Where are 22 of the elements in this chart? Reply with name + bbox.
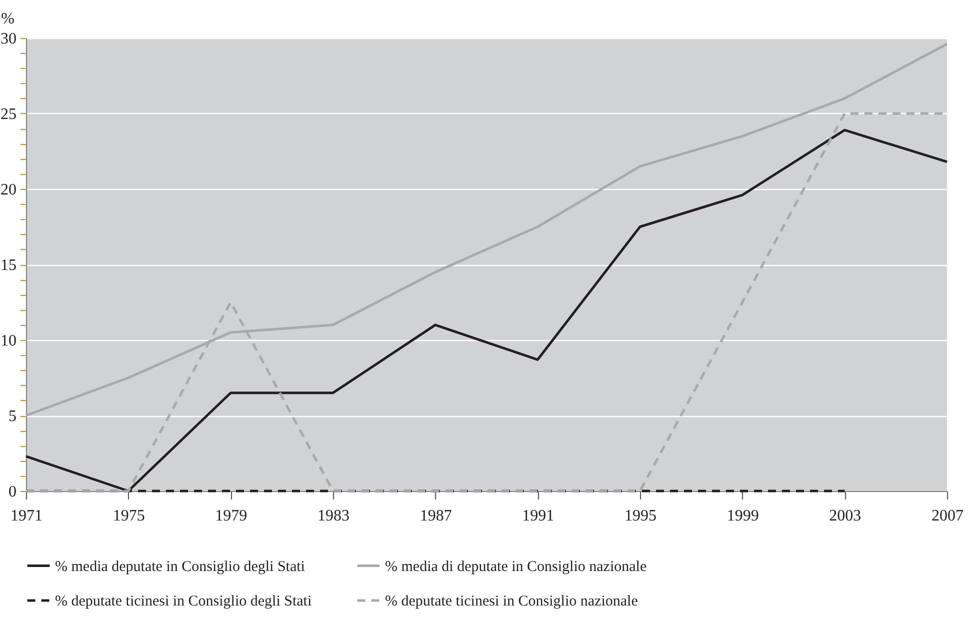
y-tick-label: 20 — [0, 182, 16, 198]
y-tick-label: 25 — [0, 106, 16, 123]
x-tick-label: 1975 — [112, 508, 145, 524]
legend-label: % deputate ticinesi in Consiglio nazionale — [385, 594, 638, 610]
x-tick-label: 1971 — [10, 508, 42, 524]
y-tick-label: 5 — [8, 408, 16, 425]
legend-label: % media deputate in Consiglio degli Stati — [55, 558, 305, 575]
x-tick-label: 2003 — [829, 508, 862, 524]
x-tick-label: 1983 — [318, 508, 350, 524]
legend-label: % deputate ticinesi in Consiglio degli Stati — [55, 594, 312, 610]
x-tick-label: 1987 — [420, 508, 452, 524]
x-tick-label: 1999 — [726, 508, 759, 524]
y-tick-label: 15 — [0, 257, 16, 274]
legend-label: % media di deputate in Consiglio nazionale — [385, 558, 647, 575]
x-tick-label: 1991 — [522, 508, 554, 524]
y-axis-title: % — [1, 10, 14, 28]
y-tick-label: 30 — [0, 30, 16, 48]
x-tick-label: 1995 — [624, 508, 656, 524]
x-tick-label: 1979 — [215, 508, 248, 524]
y-tick-label: 0 — [8, 484, 16, 500]
x-tick-label: 2007 — [932, 508, 964, 524]
y-tick-label: 10 — [0, 332, 16, 350]
